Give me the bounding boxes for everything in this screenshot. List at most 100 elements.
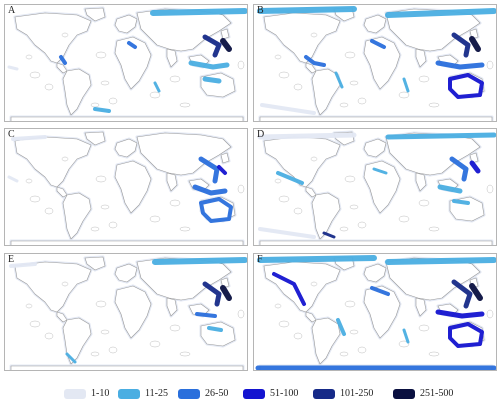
world-map-d	[257, 130, 496, 245]
ocean-contour	[29, 320, 41, 328]
ocean-contour	[486, 184, 494, 194]
density-band	[451, 32, 471, 58]
ocean-contour	[108, 346, 118, 354]
panel-letter-d: D	[257, 129, 265, 140]
land-outline	[114, 138, 138, 158]
density-band	[469, 283, 483, 301]
ocean-contour	[339, 226, 349, 232]
ocean-contour	[100, 204, 110, 210]
ocean-contour	[486, 60, 494, 70]
density-band	[257, 132, 357, 140]
legend-label: 1-10	[91, 388, 110, 399]
land-outline	[259, 240, 493, 245]
map-panel-c: C	[4, 128, 248, 246]
ocean-contour	[100, 329, 110, 335]
map-legend: 1-10 11-25 26-50 51-100 101-250 251-500	[0, 382, 500, 405]
ocean-contour	[293, 332, 303, 340]
land-outline	[14, 261, 92, 313]
ocean-contour	[29, 195, 41, 203]
density-band	[435, 309, 485, 319]
map-panel-e: E	[4, 253, 248, 371]
ocean-contour	[149, 340, 161, 348]
legend-label: 101-250	[340, 388, 374, 399]
ocean-contour	[486, 309, 494, 319]
density-band	[276, 171, 304, 185]
map-panel-f: F	[253, 253, 497, 371]
legend-swatch	[178, 389, 200, 399]
ocean-contour	[179, 226, 191, 232]
panel-letter-c: C	[8, 129, 15, 140]
land-outline	[166, 48, 178, 68]
density-band	[452, 199, 470, 205]
ocean-contour	[274, 178, 282, 184]
land-outline	[114, 160, 152, 214]
ocean-contour	[278, 320, 290, 328]
ocean-contour	[169, 199, 181, 207]
map-panel-b: B	[253, 4, 497, 122]
land-outline	[305, 311, 317, 323]
ocean-contour	[428, 351, 440, 357]
ocean-contour	[293, 207, 303, 215]
legend-swatch	[64, 389, 86, 399]
land-outline	[10, 240, 244, 245]
density-band	[207, 326, 223, 332]
density-band	[469, 36, 481, 52]
land-outline	[305, 62, 317, 74]
density-band	[437, 184, 463, 194]
land-outline	[114, 36, 152, 90]
ocean-contour	[95, 175, 107, 183]
density-band	[192, 184, 228, 196]
land-outline	[56, 186, 68, 198]
ocean-contour	[278, 195, 290, 203]
ocean-contour	[90, 226, 100, 232]
land-outline	[62, 68, 92, 116]
land-outline	[14, 136, 92, 188]
land-outline	[259, 116, 493, 121]
density-band	[150, 8, 247, 16]
land-outline	[363, 263, 387, 283]
density-band	[199, 197, 233, 223]
density-band	[220, 285, 232, 301]
land-outline	[311, 317, 341, 365]
density-band	[127, 41, 137, 49]
density-band	[260, 103, 316, 115]
land-outline	[263, 136, 341, 188]
land-outline	[305, 186, 317, 198]
ocean-contour	[179, 102, 191, 108]
land-outline	[363, 285, 401, 339]
ocean-contour	[149, 215, 161, 223]
ocean-contour	[418, 324, 430, 332]
world-map-c	[7, 130, 245, 245]
ocean-contour	[357, 97, 367, 105]
land-outline	[220, 152, 230, 164]
ocean-contour	[428, 226, 440, 232]
density-band	[202, 281, 222, 307]
ocean-contour	[108, 97, 118, 105]
ocean-contour	[278, 71, 290, 79]
ocean-contour	[339, 351, 349, 357]
world-map-e	[9, 255, 247, 370]
density-band	[195, 312, 217, 318]
density-band	[336, 318, 346, 336]
ocean-contour	[344, 175, 356, 183]
ocean-contour	[349, 204, 359, 210]
density-band	[322, 231, 336, 239]
ocean-contour	[398, 340, 410, 348]
ocean-contour	[310, 156, 318, 162]
land-outline	[363, 138, 387, 158]
ocean-contour	[179, 351, 191, 357]
density-band	[449, 156, 469, 182]
land-outline	[10, 365, 244, 370]
land-outline	[220, 28, 230, 40]
land-outline	[114, 285, 152, 339]
density-band	[7, 65, 19, 71]
panel-letter-e: E	[8, 254, 15, 265]
ocean-contour	[274, 303, 282, 309]
map-panel-d: D	[253, 128, 497, 246]
density-band	[372, 167, 388, 175]
land-outline	[84, 256, 106, 271]
land-outline	[62, 317, 92, 365]
density-band	[257, 255, 377, 263]
density-band	[153, 81, 161, 93]
density-band	[7, 175, 19, 183]
